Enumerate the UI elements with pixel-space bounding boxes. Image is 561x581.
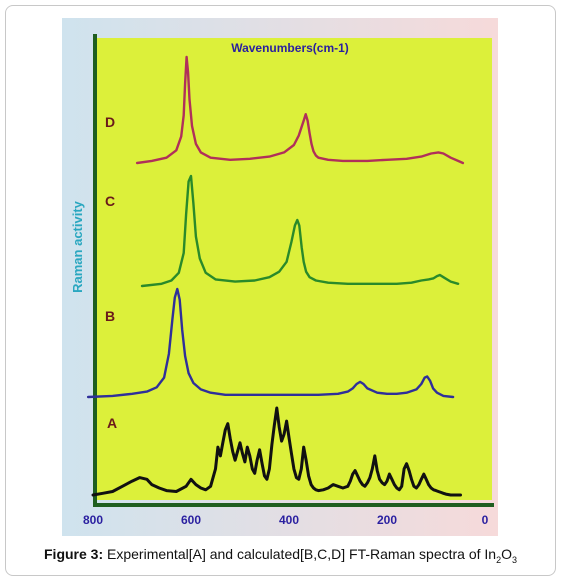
series-line-b (86, 287, 455, 399)
y-axis-label: Raman activity (70, 200, 85, 293)
series-label-b: B (105, 308, 115, 324)
series-line-d (135, 55, 465, 165)
series-line-c (140, 174, 460, 288)
x-tick-label-400: 400 (279, 513, 299, 527)
chart-title: Wavenumbers(cm-1) (231, 41, 349, 55)
x-tick-label-0: 0 (482, 513, 489, 527)
caption-subscript-3: 3 (511, 554, 517, 565)
figure-caption: Figure 3: Experimental[A] and calculated… (0, 546, 561, 565)
series-label-d: D (105, 114, 115, 130)
caption-label: Figure 3: (44, 546, 104, 562)
caption-subscript-2: 2 (496, 554, 502, 565)
x-tick-label-600: 600 (181, 513, 201, 527)
x-tick-label-200: 200 (377, 513, 397, 527)
axes (93, 34, 494, 507)
caption-o: O (501, 546, 512, 562)
caption-text: Experimental[A] and calculated[B,C,D] FT… (103, 546, 497, 562)
series-label-a: A (107, 415, 117, 431)
series-label-c: C (105, 193, 115, 209)
series-line-a (91, 406, 462, 497)
x-tick-label-800: 800 (83, 513, 103, 527)
plot-background (96, 38, 492, 500)
labels-layer: Wavenumbers(cm-1) Raman activity 800 600 400… (70, 41, 489, 527)
series-layer (86, 55, 465, 497)
